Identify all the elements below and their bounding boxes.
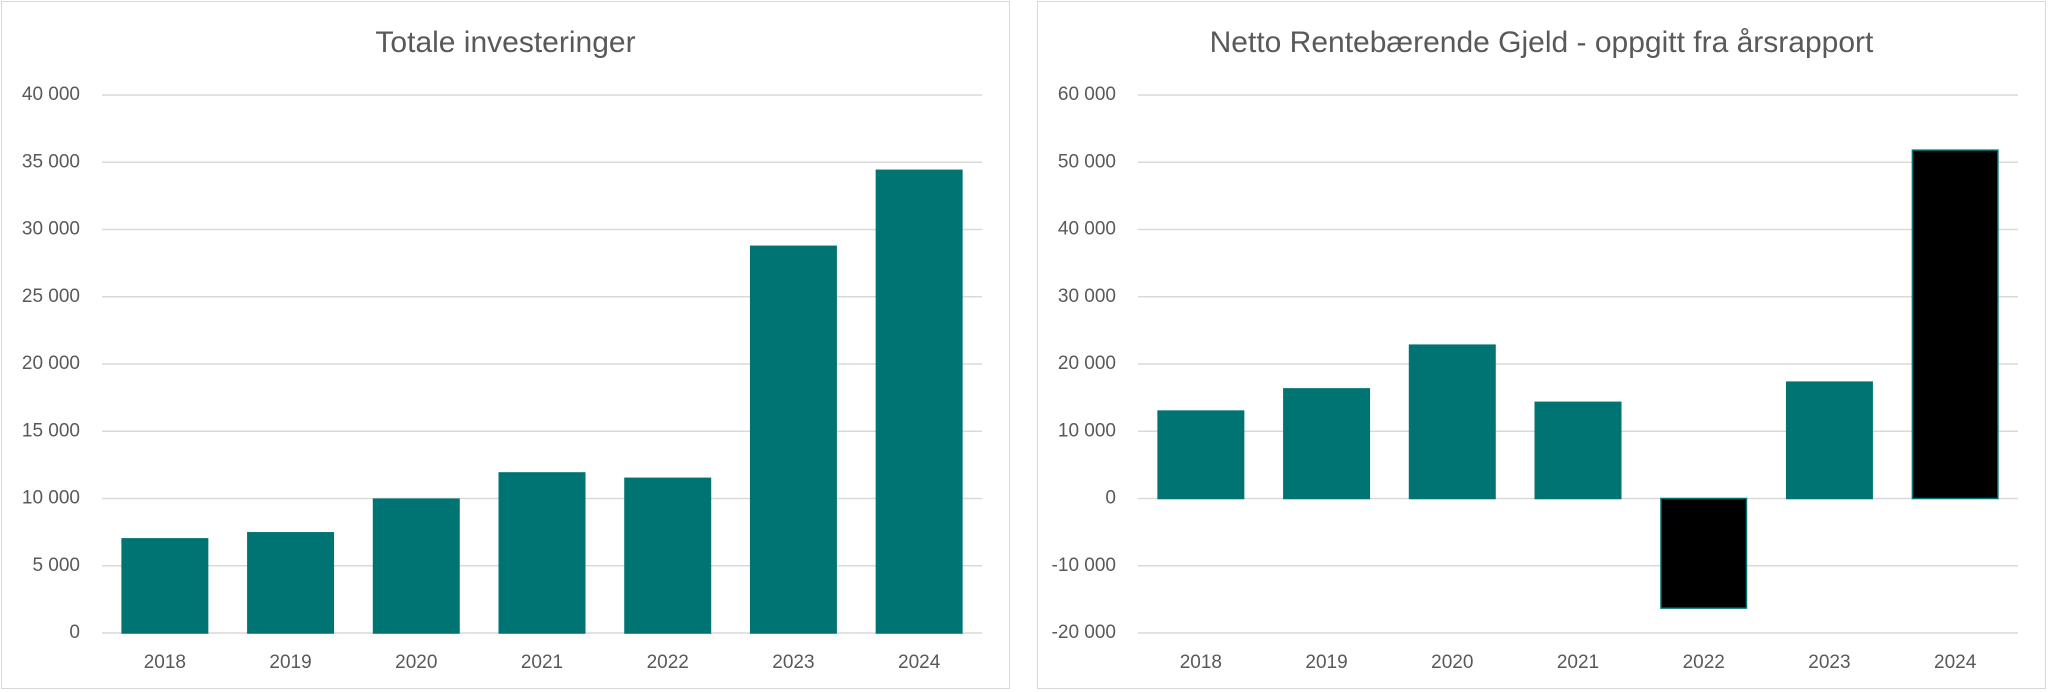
chart-panel-investments: Totale investeringer 0 5 000 10 000 15 000 20…: [1, 1, 1010, 689]
bar-2020: [372, 498, 460, 634]
y-tick-label: 10 000: [22, 488, 80, 509]
y-tick-label: 0: [69, 622, 80, 643]
bar-2020: [1408, 344, 1496, 500]
net-debt-chart: Netto Rentebærende Gjeld - oppgitt fra å…: [1052, 26, 2018, 673]
x-tick-label: 2020: [395, 652, 437, 673]
bar-2022: [1660, 497, 1748, 609]
x-tick-label: 2020: [1431, 652, 1473, 673]
x-tick-label: 2019: [269, 652, 311, 673]
y-tick-label: 40 000: [22, 84, 80, 105]
bar-2018: [121, 538, 209, 634]
x-tick-label: 2022: [647, 652, 689, 673]
bar-2019: [1283, 388, 1371, 500]
bar-2023: [749, 245, 837, 634]
y-tick-label: 0: [1105, 488, 1116, 509]
bar-2024: [1911, 149, 1999, 500]
bar-2021: [1534, 401, 1622, 500]
bar-2021: [498, 472, 586, 634]
y-tick-label: 25 000: [22, 286, 80, 307]
chart-panel-net-debt: Netto Rentebærende Gjeld - oppgitt fra å…: [1037, 1, 2046, 689]
y-tick-label: 30 000: [22, 219, 80, 240]
x-tick-label: 2018: [1180, 652, 1222, 673]
x-tick-label: 2024: [1934, 652, 1977, 673]
y-tick-label: 20 000: [22, 353, 80, 374]
x-tick-label: 2021: [521, 652, 563, 673]
x-tick-label: 2018: [144, 652, 186, 673]
x-tick-label: 2019: [1305, 652, 1347, 673]
chart-title: Netto Rentebærende Gjeld - oppgitt fra å…: [1210, 26, 1874, 59]
bar-2023: [1785, 381, 1873, 500]
x-tick-label: 2021: [1557, 652, 1599, 673]
y-tick-label: -20 000: [1052, 622, 1116, 643]
x-tick-label: 2024: [898, 652, 941, 673]
y-tick-label: 60 000: [1058, 84, 1116, 105]
y-tick-label: 50 000: [1058, 151, 1116, 172]
x-tick-label: 2022: [1683, 652, 1725, 673]
x-tick-label: 2023: [1808, 652, 1850, 673]
chart-title: Totale investeringer: [375, 26, 635, 59]
investments-chart: Totale investeringer 0 5 000 10 000 15 000 20…: [22, 26, 982, 673]
x-tick-label: 2023: [772, 652, 814, 673]
y-tick-label: 10 000: [1058, 420, 1116, 441]
y-tick-label: 40 000: [1058, 219, 1116, 240]
bar-2024: [875, 169, 963, 634]
y-tick-label: 35 000: [22, 151, 80, 172]
y-tick-label: 20 000: [1058, 353, 1116, 374]
bar-2018: [1157, 410, 1245, 500]
y-tick-label: 30 000: [1058, 286, 1116, 307]
bar-2019: [247, 532, 335, 634]
y-tick-label: 15 000: [22, 420, 80, 441]
y-tick-label: -10 000: [1052, 555, 1116, 576]
bar-2022: [624, 477, 712, 634]
y-tick-label: 5 000: [32, 555, 80, 576]
